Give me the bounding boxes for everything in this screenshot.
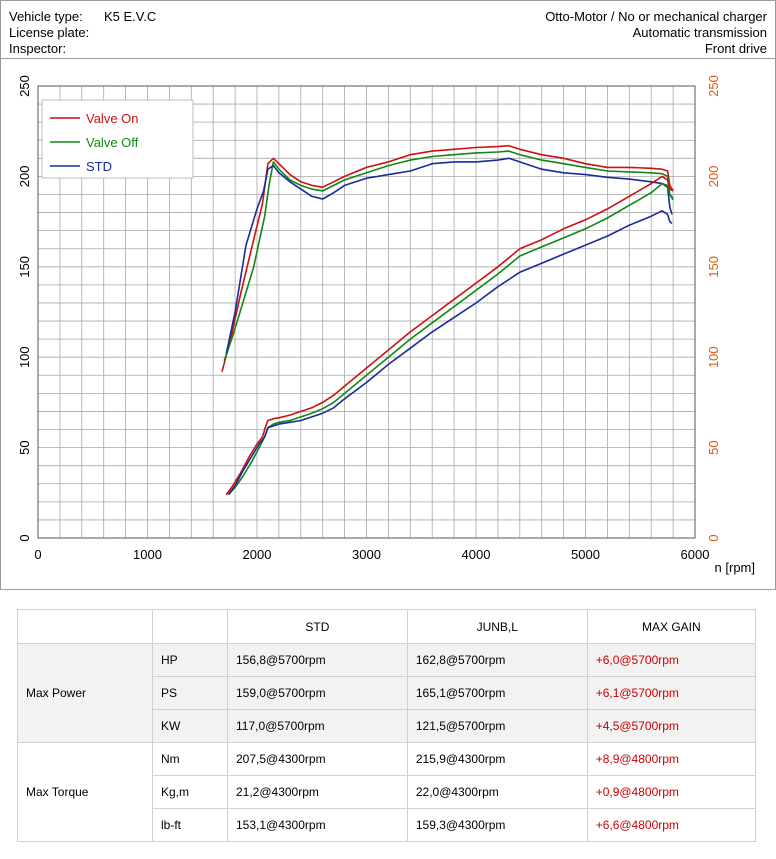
legend-label: Valve Off [86, 135, 139, 150]
vehicle-type-label: Vehicle type: [9, 9, 83, 24]
gain-cell: +6,1@5700rpm [586, 676, 757, 710]
engine-type: Otto-Motor / No or mechanical charger [545, 9, 767, 24]
x-tick-label: 2000 [243, 547, 272, 562]
y2-tick-label: 100 [706, 346, 721, 368]
table-header-std: STD [227, 609, 408, 644]
std-cell: 21,2@4300rpm [227, 775, 408, 809]
legend-label: Valve On [86, 111, 139, 126]
legend-label: STD [86, 159, 112, 174]
unit-cell: Kg,m [152, 775, 228, 809]
table-header-unit [152, 609, 228, 644]
y-tick-label: 250 [17, 75, 32, 97]
series-line-power-valve-on [225, 175, 674, 496]
vehicle-type-value: K5 E.V.C [104, 9, 157, 24]
table-row: Kg,m 21,2@4300rpm 22,0@4300rpm +0,9@4800… [18, 775, 757, 809]
junb-cell: 215,9@4300rpm [406, 742, 588, 776]
group-label-max-power: Max Power [17, 643, 153, 743]
table-header-empty [17, 609, 153, 644]
transmission-type: Automatic transmission [632, 25, 767, 40]
x-tick-label: 3000 [352, 547, 381, 562]
series-line-power-std [227, 210, 673, 496]
header-divider [1, 58, 775, 59]
y2-tick-label: 250 [706, 75, 721, 97]
table-header-row: STD JUNB,L MAX GAIN [17, 609, 757, 644]
gain-cell: +6,6@4800rpm [586, 808, 757, 842]
legend-box [41, 99, 194, 179]
junb-cell: 162,8@5700rpm [406, 643, 588, 677]
y2-tick-label: 200 [706, 166, 721, 188]
std-cell: 117,0@5700rpm [227, 709, 408, 743]
x-axis-label: n [rpm] [715, 560, 755, 575]
drive-type: Front drive [704, 41, 767, 56]
junb-cell: 22,0@4300rpm [406, 775, 588, 809]
junb-cell: 159,3@4300rpm [406, 808, 588, 842]
y-tick-label: 50 [17, 440, 32, 454]
unit-cell: PS [152, 676, 228, 710]
dyno-report-panel: Vehicle type: K5 E.V.C License plate: In… [0, 0, 776, 590]
unit-cell: Nm [152, 742, 228, 776]
y-tick-label: 150 [17, 256, 32, 278]
table-header-max-gain: MAX GAIN [586, 609, 757, 644]
x-tick-label: 1000 [133, 547, 162, 562]
table-header-junb: JUNB,L [406, 609, 588, 644]
table-row: lb-ft 153,1@4300rpm 159,3@4300rpm +6,6@4… [18, 808, 757, 842]
x-tick-label: 0 [34, 547, 41, 562]
std-cell: 159,0@5700rpm [227, 676, 408, 710]
series-line-torque-valve-on [221, 144, 674, 372]
y2-tick-label: 150 [706, 256, 721, 278]
y-tick-label: 0 [17, 534, 32, 541]
group-label-max-torque: Max Torque [17, 742, 153, 842]
y-tick-label: 100 [17, 346, 32, 368]
x-tick-label: 6000 [681, 547, 710, 562]
x-tick-label: 4000 [462, 547, 491, 562]
y-tick-label: 200 [17, 166, 32, 188]
std-cell: 153,1@4300rpm [227, 808, 408, 842]
y2-tick-label: 50 [706, 440, 721, 454]
gain-cell: +4,5@5700rpm [586, 709, 757, 743]
y2-tick-label: 0 [706, 534, 721, 541]
unit-cell: lb-ft [152, 808, 228, 842]
plot-frame [37, 85, 696, 539]
gain-cell: +0,9@4800rpm [586, 775, 757, 809]
inspector-label: Inspector: [9, 41, 67, 56]
std-cell: 156,8@5700rpm [227, 643, 408, 677]
table-row: Max Power HP 156,8@5700rpm 162,8@5700rpm… [17, 643, 757, 743]
junb-cell: 165,1@5700rpm [406, 676, 588, 710]
std-cell: 207,5@4300rpm [227, 742, 408, 776]
table-row: Max Torque Nm 207,5@4300rpm 215,9@4300rp… [17, 742, 757, 842]
results-table: STD JUNB,L MAX GAIN Max Power HP 156,8@5… [17, 609, 757, 842]
gain-cell: +8,9@4800rpm [586, 742, 757, 776]
chart-legend: Valve On Valve Off STD [41, 99, 194, 179]
series-line-torque-std [225, 157, 673, 354]
table-row: KW 117,0@5700rpm 121,5@5700rpm +4,5@5700… [18, 709, 757, 743]
chart-series [221, 144, 674, 496]
x-tick-label: 5000 [571, 547, 600, 562]
unit-cell: HP [152, 643, 228, 677]
gain-cell: +6,0@5700rpm [586, 643, 757, 677]
unit-cell: KW [152, 709, 228, 743]
series-line-torque-valve-off [223, 150, 674, 362]
junb-cell: 121,5@5700rpm [406, 709, 588, 743]
license-plate-label: License plate: [9, 25, 90, 40]
